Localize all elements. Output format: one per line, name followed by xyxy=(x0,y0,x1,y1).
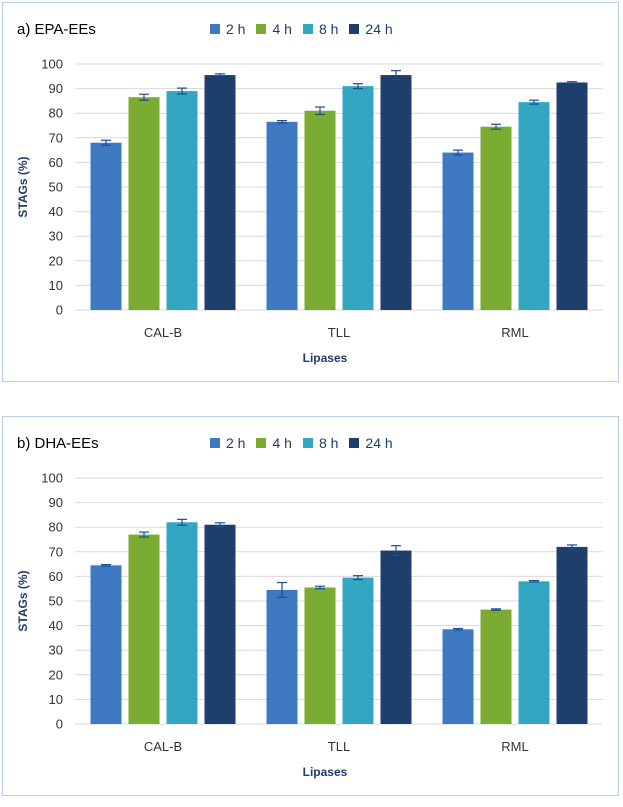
legend-item-2h: 2 h xyxy=(210,21,245,37)
x-category-label: CAL-B xyxy=(144,739,182,754)
chart-panel-dha: 0 10 20 30 40 50 60 70 80 90 100 STAGs (%) CAL-B TLL R… xyxy=(2,416,619,796)
bar-8h xyxy=(342,577,374,724)
bar-2h xyxy=(442,629,474,724)
y-tick-label: 30 xyxy=(49,229,63,244)
panel-label: a) EPA-EEs xyxy=(17,21,96,38)
x-category-label: RML xyxy=(501,325,528,340)
legend-item-4h: 4 h xyxy=(256,21,292,37)
bar-24h xyxy=(380,75,412,310)
y-tick-label: 90 xyxy=(49,81,63,96)
legend-swatch xyxy=(302,438,313,448)
bar-4h xyxy=(304,110,336,311)
y-tick-label: 60 xyxy=(49,155,63,170)
bar-2h xyxy=(90,142,122,310)
legend-swatch xyxy=(349,438,360,448)
bar-2h xyxy=(266,121,298,310)
y-tick-label: 20 xyxy=(49,667,63,682)
bar-4h xyxy=(128,97,160,311)
bar-2h xyxy=(442,152,474,310)
legend-label: 4 h xyxy=(272,435,292,451)
bar-24h xyxy=(556,82,588,310)
bar-4h xyxy=(304,587,336,724)
bar-4h xyxy=(480,609,512,724)
legend-label: 4 h xyxy=(272,21,292,37)
legend-item-24h: 24 h xyxy=(349,21,393,37)
legend-item-24h: 24 h xyxy=(349,435,393,451)
x-category-label: RML xyxy=(501,739,528,754)
y-tick-label: 80 xyxy=(49,520,63,535)
y-tick-label: 90 xyxy=(49,495,63,510)
y-tick-label: 50 xyxy=(49,594,63,609)
panel-label: b) DHA-EEs xyxy=(17,435,99,452)
y-tick-label: 0 xyxy=(56,717,63,732)
y-tick-label: 10 xyxy=(49,278,63,293)
bar-8h xyxy=(342,86,374,310)
chart-svg-dha: 0 10 20 30 40 50 60 70 80 90 100 STAGs (%) CAL-B TLL R… xyxy=(16,471,603,779)
y-tick-label: 50 xyxy=(49,180,63,195)
y-tick-label: 60 xyxy=(49,569,63,584)
legend-label: 2 h xyxy=(226,435,246,451)
y-tick-label: 70 xyxy=(49,544,63,559)
x-axis-title: Lipases xyxy=(303,765,348,779)
bar-4h xyxy=(480,126,512,310)
y-tick-label: 30 xyxy=(49,643,63,658)
legend-item-8h: 8 h xyxy=(302,435,339,451)
bar-8h xyxy=(166,91,198,310)
bar-24h xyxy=(380,550,412,724)
legend-swatch xyxy=(210,438,220,448)
y-axis-title: STAGs (%) xyxy=(16,570,30,631)
y-tick-label: 40 xyxy=(49,204,63,219)
bar-4h xyxy=(128,534,160,724)
legend-label: 24 h xyxy=(365,435,393,451)
legend-swatch xyxy=(210,24,220,34)
legend-item-4h: 4 h xyxy=(256,435,292,451)
x-category-label: TLL xyxy=(328,739,350,754)
bar-8h xyxy=(518,102,550,310)
legend-label: 2 h xyxy=(226,21,246,37)
bar-24h xyxy=(204,524,236,724)
bar-2h xyxy=(90,565,122,724)
legend: 2 h 4 h 8 h 24 h xyxy=(210,21,404,37)
legend-item-2h: 2 h xyxy=(210,435,245,451)
x-axis-title: Lipases xyxy=(303,351,348,365)
legend: 2 h 4 h 8 h 24 h xyxy=(210,435,404,451)
legend-label: 8 h xyxy=(318,435,339,451)
bar-8h xyxy=(166,522,198,724)
y-axis-title: STAGs (%) xyxy=(16,156,30,217)
bar-24h xyxy=(204,75,236,310)
legend-swatch xyxy=(349,24,360,34)
x-category-label: CAL-B xyxy=(144,325,182,340)
x-category-label: TLL xyxy=(328,325,350,340)
y-tick-label: 80 xyxy=(49,106,63,121)
legend-swatch xyxy=(302,24,313,34)
bar-2h xyxy=(266,589,298,724)
legend-swatch xyxy=(256,24,267,34)
y-tick-label: 70 xyxy=(49,130,63,145)
y-tick-label: 40 xyxy=(49,618,63,633)
legend-label: 24 h xyxy=(365,21,393,37)
legend-label: 8 h xyxy=(318,21,339,37)
y-tick-label: 100 xyxy=(41,57,63,72)
y-tick-label: 10 xyxy=(49,692,63,707)
bar-8h xyxy=(518,581,550,724)
y-tick-label: 20 xyxy=(49,253,63,268)
chart-panel-epa: 0 10 20 30 40 50 60 70 80 90 100 STAGs (%) CAL-B TLL R… xyxy=(2,2,619,382)
legend-item-8h: 8 h xyxy=(302,21,339,37)
y-tick-label: 0 xyxy=(56,303,63,318)
bar-24h xyxy=(556,546,588,724)
y-tick-label: 100 xyxy=(41,471,63,486)
chart-svg-epa: 0 10 20 30 40 50 60 70 80 90 100 STAGs (%) CAL-B TLL R… xyxy=(16,57,603,365)
legend-swatch xyxy=(256,438,267,448)
